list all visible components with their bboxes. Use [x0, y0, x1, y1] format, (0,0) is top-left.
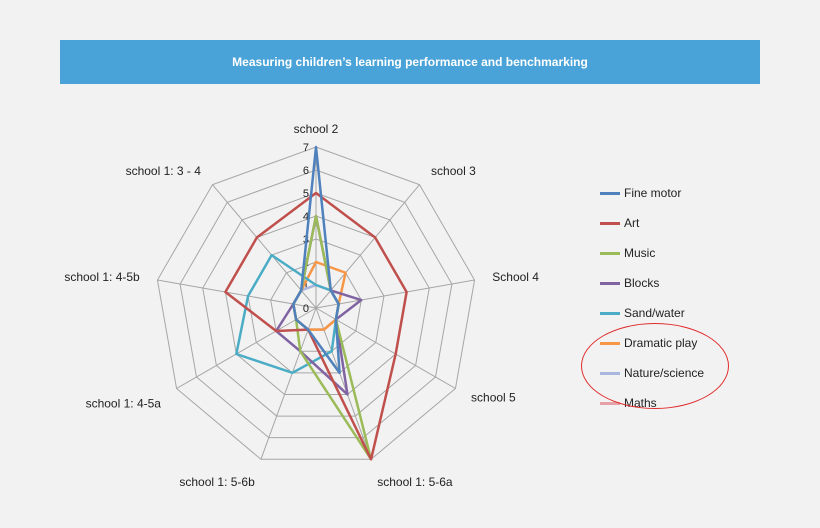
legend-label: Sand/water — [624, 306, 685, 320]
legend-swatch — [600, 311, 620, 315]
grid-spoke — [315, 307, 372, 460]
tick-label: 6 — [303, 165, 309, 177]
grid-spoke — [315, 307, 456, 389]
series-line — [224, 191, 408, 461]
grid-spoke — [315, 184, 420, 309]
category-label: School 4 — [492, 270, 539, 284]
category-label: school 1: 5-6b — [179, 475, 255, 489]
grid-spoke — [157, 279, 317, 309]
category-label: school 1: 4-5a — [86, 397, 162, 411]
grid-spoke — [260, 307, 317, 460]
tick-label: 7 — [303, 142, 309, 154]
legend-swatch — [600, 191, 620, 195]
category-label: school 2 — [294, 122, 339, 136]
legend-item: Blocks — [600, 268, 800, 298]
legend-item: Fine motor — [600, 178, 800, 208]
series-line — [292, 145, 341, 375]
grid-spoke — [315, 279, 475, 309]
grid-ring — [270, 261, 362, 352]
grid-spoke — [176, 307, 317, 389]
legend-label: Fine motor — [624, 186, 682, 200]
legend-item: Music — [600, 238, 800, 268]
category-label: school 3 — [431, 164, 476, 178]
grid-ring — [202, 192, 430, 417]
legend-swatch — [600, 221, 620, 225]
category-label: school 1: 4-5b — [64, 270, 140, 284]
grid-ring — [179, 169, 453, 439]
legend-label: Music — [624, 246, 656, 260]
category-label: school 1: 5-6a — [377, 475, 453, 489]
tick-label: 0 — [303, 303, 309, 315]
grid-ring — [156, 146, 476, 460]
category-label: school 1: 3 - 4 — [126, 164, 202, 178]
legend-swatch — [600, 251, 620, 255]
radar-category-labels: school 2 school 3 School 4 school 5 school 1… — [64, 122, 539, 489]
legend-swatch — [600, 401, 620, 405]
radar-series — [224, 145, 408, 461]
category-label: school 5 — [471, 391, 516, 405]
chart-title: Measuring children’s learning performanc… — [60, 40, 760, 84]
tick-label: 1 — [303, 280, 309, 292]
radar-spokes — [157, 147, 475, 460]
tick-label: 5 — [303, 188, 309, 200]
legend-label: Blocks — [624, 276, 660, 290]
annotation-ellipse — [581, 323, 729, 409]
legend-label: Art — [624, 216, 640, 230]
tick-label: 4 — [303, 211, 309, 223]
legend-item: Sand/water — [600, 298, 800, 328]
legend-item: Art — [600, 208, 800, 238]
grid-spoke — [212, 184, 317, 309]
legend-swatch — [600, 281, 620, 285]
